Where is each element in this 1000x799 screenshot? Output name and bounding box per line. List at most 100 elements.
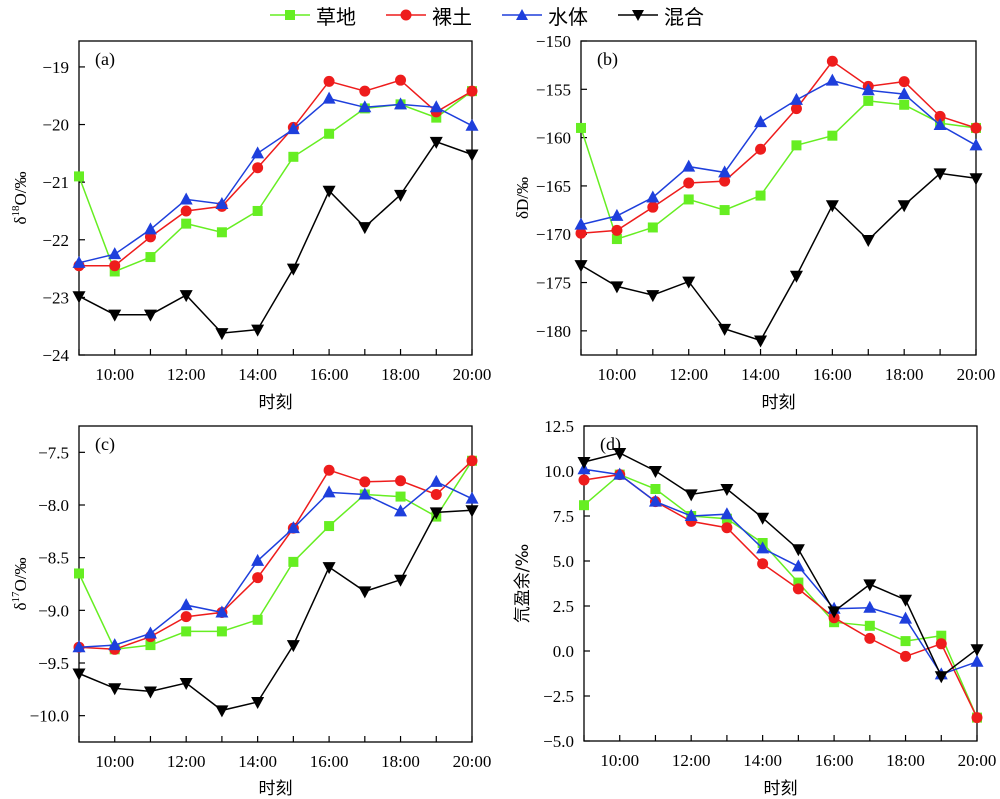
data-point-circle	[970, 122, 982, 134]
data-point-triangle-down	[897, 200, 911, 213]
chart-panel-a: −24 −23 −22 −21 −20 −19 10:00 12:00 14:00 16:00 18…	[10, 40, 491, 413]
data-point-triangle-down	[970, 644, 984, 657]
legend-item-water: 水体	[502, 1, 588, 30]
data-point-triangle-down	[791, 544, 805, 557]
data-point-circle	[109, 260, 121, 272]
series-mixed	[574, 168, 983, 348]
y-tick-label: −5.0	[543, 732, 574, 751]
data-point-square	[611, 234, 622, 245]
series-line	[583, 473, 978, 718]
data-point-square	[900, 636, 911, 647]
data-point-circle	[611, 224, 623, 236]
data-point-triangle-down	[899, 594, 913, 607]
series-line	[78, 460, 473, 651]
data-point-triangle-down	[756, 512, 770, 525]
y-tick-label: 0.0	[553, 642, 574, 661]
series-line	[79, 79, 473, 267]
data-point-triangle-up	[897, 87, 911, 100]
legend-marker-circle-icon	[386, 9, 426, 21]
legend-label: 裸土	[432, 4, 472, 29]
data-point-triangle-up	[358, 100, 372, 113]
data-point-triangle-down	[934, 671, 948, 684]
data-point-triangle-down	[465, 149, 479, 162]
data-point-square	[74, 568, 84, 579]
data-point-square	[145, 252, 156, 263]
data-point-triangle-up	[754, 115, 768, 128]
data-point-circle	[721, 522, 733, 534]
legend-item-mixed: 混合	[618, 1, 704, 30]
x-tick-label: 12:00	[167, 365, 206, 384]
panel-label: (c)	[95, 434, 115, 455]
data-point-triangle-up	[179, 598, 193, 611]
data-point-square	[181, 218, 192, 229]
data-point-triangle-up	[899, 611, 913, 624]
series-water	[72, 91, 479, 268]
data-point-triangle-down	[358, 586, 372, 599]
data-point-circle	[792, 583, 804, 595]
data-point-triangle-up	[682, 159, 696, 172]
x-tick-label: 18:00	[381, 365, 420, 384]
data-point-circle	[647, 201, 659, 213]
data-point-square	[683, 194, 694, 205]
data-point-circle	[826, 55, 838, 67]
series-water	[574, 73, 983, 230]
data-point-triangle-down	[613, 448, 627, 460]
series-grassland	[576, 95, 981, 245]
x-tick-label: 20:00	[453, 752, 492, 771]
series-line	[583, 473, 978, 718]
x-tick-label: 20:00	[958, 751, 997, 770]
data-point-triangle-up	[684, 509, 698, 521]
data-point-square	[324, 128, 335, 139]
data-point-square	[109, 266, 120, 277]
data-point-triangle-up	[108, 638, 122, 651]
data-point-circle	[864, 632, 876, 644]
data-point-triangle-down	[322, 185, 336, 198]
y-tick-label: −20	[42, 116, 69, 135]
series-line	[78, 509, 473, 712]
data-point-circle	[971, 712, 983, 724]
y-tick-label: −2.5	[543, 687, 574, 706]
data-point-square	[576, 122, 586, 133]
data-point-square	[864, 620, 875, 631]
series-mixed	[72, 505, 479, 718]
data-point-triangle-up	[251, 146, 265, 159]
data-point-circle	[683, 177, 695, 189]
data-point-square	[288, 556, 299, 567]
data-point-triangle-up	[718, 165, 732, 178]
data-point-triangle-up	[394, 504, 408, 517]
data-point-circle	[466, 455, 478, 467]
data-point-triangle-down	[429, 507, 443, 520]
data-point-square	[899, 99, 910, 110]
series-water	[72, 474, 479, 653]
y-tick-label: −150	[536, 32, 571, 51]
data-point-square	[252, 205, 263, 216]
data-point-square	[216, 626, 227, 637]
data-point-circle	[757, 558, 769, 570]
data-point-triangle-up	[429, 474, 443, 487]
y-tick-label: −24	[42, 346, 69, 365]
y-tick-label: −9.5	[38, 654, 69, 673]
data-point-triangle-up	[933, 118, 947, 131]
data-point-circle	[180, 611, 192, 623]
data-point-square	[791, 140, 802, 151]
legend-marker-triangle-down-icon	[618, 10, 658, 21]
data-point-triangle-down	[682, 276, 696, 289]
x-tick-label: 12:00	[672, 751, 711, 770]
data-point-triangle-down	[720, 484, 734, 496]
data-point-triangle-down	[861, 235, 875, 248]
y-tick-label: −21	[42, 173, 69, 192]
y-tick-label: −19	[42, 58, 69, 77]
x-tick-label: 16:00	[813, 365, 852, 384]
data-point-triangle-down	[286, 263, 300, 276]
data-point-triangle-down	[969, 173, 983, 186]
data-point-triangle-up	[215, 197, 229, 210]
data-point-triangle-down	[718, 323, 732, 336]
data-point-triangle-down	[863, 579, 877, 592]
x-axis-label: 时刻	[762, 393, 796, 413]
data-point-square	[431, 112, 442, 123]
series-line	[78, 90, 473, 273]
data-point-square	[579, 500, 589, 511]
data-point-triangle-up	[863, 600, 877, 613]
data-point-circle	[395, 74, 407, 86]
x-tick-label: 18:00	[381, 752, 420, 771]
